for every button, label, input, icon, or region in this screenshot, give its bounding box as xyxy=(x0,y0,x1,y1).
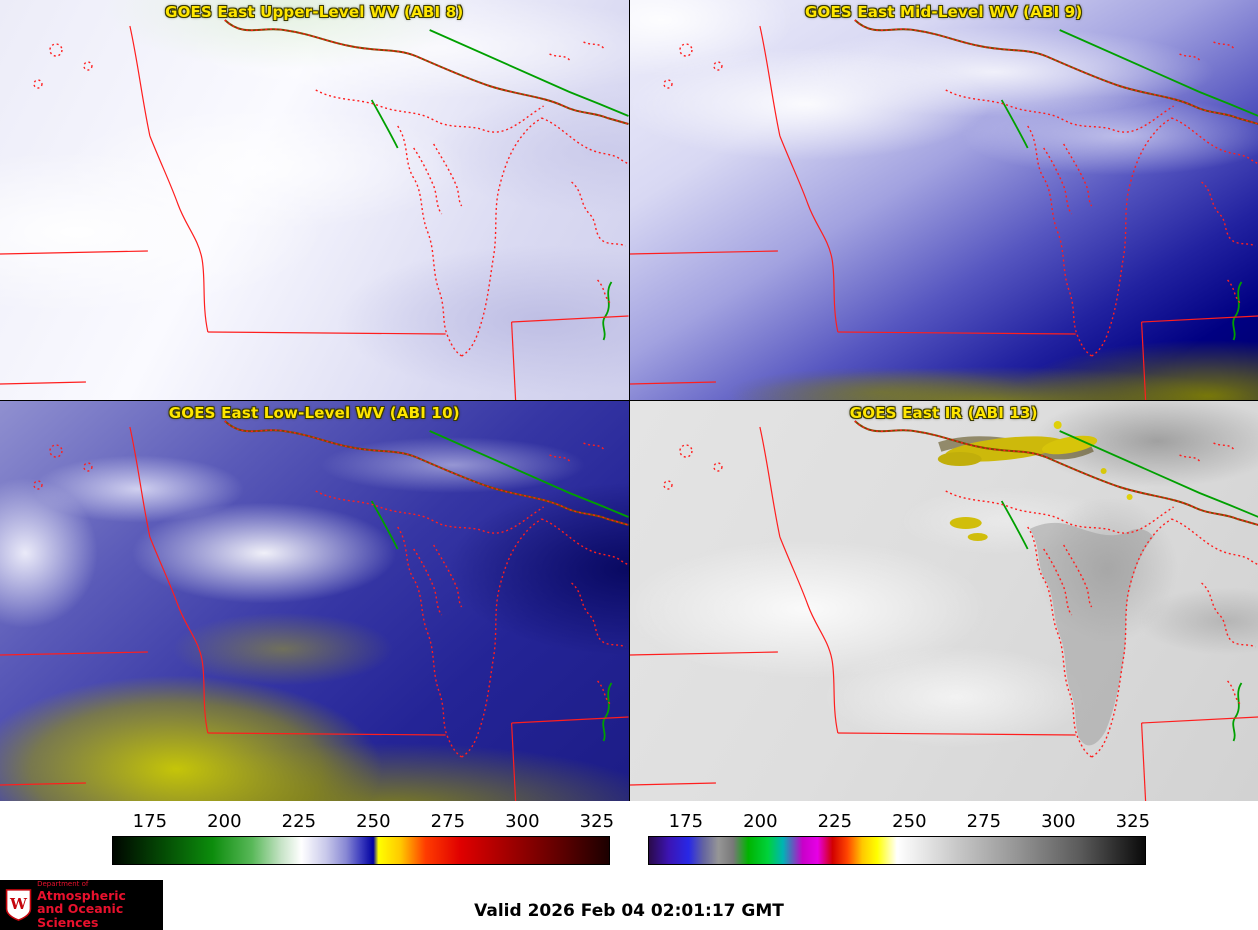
panel-title-mid-wv: GOES East Mid-Level WV (ABI 9) xyxy=(805,3,1083,21)
colorbar-tick-label: 175 xyxy=(132,811,168,832)
logo-text: Department of Atmospheric and Oceanic Sc… xyxy=(37,879,158,930)
colorbar-tick-label: 225 xyxy=(817,811,853,832)
satellite-image-upper-wv xyxy=(0,0,629,400)
satellite-image-ir xyxy=(629,401,1258,801)
panel-title-upper-wv: GOES East Upper-Level WV (ABI 8) xyxy=(165,3,464,21)
colorbar-tick-label: 325 xyxy=(579,811,615,832)
satellite-image-low-wv xyxy=(0,401,629,801)
uw-crest-icon: W xyxy=(5,889,32,921)
wv-colorbar xyxy=(112,836,610,865)
colorbar-tick-label: 300 xyxy=(505,811,540,832)
ir-colorbar-ticks: 175 200 225 250 275 300 325 xyxy=(648,811,1150,835)
panel-mid-level-wv: GOES East Mid-Level WV (ABI 9) xyxy=(629,0,1258,400)
panel-title-low-wv: GOES East Low-Level WV (ABI 10) xyxy=(168,404,460,422)
colorbar-tick-label: 250 xyxy=(892,811,927,832)
uw-aos-logo: W Department of Atmospheric and Oceanic … xyxy=(0,880,163,930)
colorbar-tick-label: 275 xyxy=(430,811,466,832)
logo-line2: and Oceanic Sciences xyxy=(37,901,124,930)
colorbar-tick-label: 175 xyxy=(668,811,704,832)
panel-low-level-wv: GOES East Low-Level WV (ABI 10) xyxy=(0,401,629,801)
footer: W Department of Atmospheric and Oceanic … xyxy=(0,877,1258,930)
colorbar-section: 175 200 225 250 275 300 325 175 200 225 250 275 300… xyxy=(0,811,1258,877)
logo-dept-line: Department of xyxy=(37,879,89,888)
valid-timestamp: Valid 2026 Feb 04 02:01:17 GMT xyxy=(474,901,784,921)
ir-colorbar xyxy=(648,836,1146,865)
ir-colorbar-block: 175 200 225 250 275 300 325 xyxy=(648,811,1150,865)
panel-upper-level-wv: GOES East Upper-Level WV (ABI 8) xyxy=(0,0,629,400)
colorbar-tick-label: 300 xyxy=(1041,811,1076,832)
colorbar-tick-label: 325 xyxy=(1115,811,1151,832)
panel-ir: GOES East IR (ABI 13) xyxy=(629,401,1258,801)
crest-letter: W xyxy=(9,895,28,913)
wv-colorbar-ticks: 175 200 225 250 275 300 325 xyxy=(112,811,614,835)
satellite-image-mid-wv xyxy=(629,0,1258,400)
colorbar-tick-label: 200 xyxy=(207,811,242,832)
colorbar-tick-label: 275 xyxy=(966,811,1002,832)
colorbar-tick-label: 250 xyxy=(356,811,391,832)
panel-title-ir: GOES East IR (ABI 13) xyxy=(849,404,1038,422)
colorbar-tick-label: 225 xyxy=(281,811,317,832)
logo-line1: Atmospheric xyxy=(37,887,126,903)
colorbar-tick-label: 200 xyxy=(743,811,778,832)
quadpanel-satellite-grid: GOES East Upper-Level WV (ABI 8) GOES Ea… xyxy=(0,0,1258,801)
wv-colorbar-block: 175 200 225 250 275 300 325 xyxy=(112,811,614,865)
